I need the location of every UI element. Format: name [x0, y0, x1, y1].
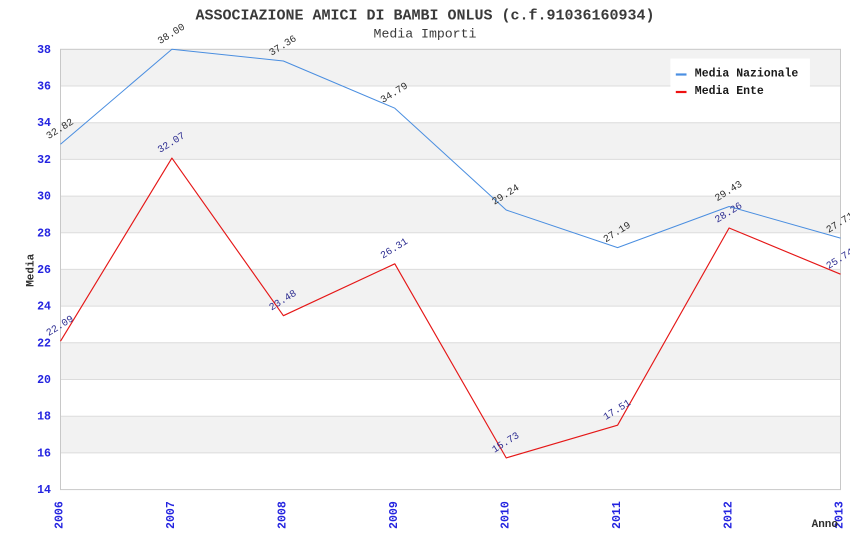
svg-text:2008: 2008 [277, 501, 290, 529]
svg-text:32: 32 [37, 154, 51, 167]
svg-text:26: 26 [37, 264, 51, 277]
svg-text:22: 22 [37, 337, 51, 350]
svg-text:16: 16 [37, 447, 51, 460]
svg-text:2011: 2011 [611, 501, 624, 529]
svg-text:2010: 2010 [499, 501, 512, 529]
svg-text:18: 18 [37, 411, 51, 424]
svg-text:14: 14 [37, 484, 51, 497]
svg-text:2009: 2009 [388, 501, 401, 529]
svg-text:ASSOCIAZIONE AMICI DI BAMBI ON: ASSOCIAZIONE AMICI DI BAMBI ONLUS (c.f.9… [195, 8, 654, 25]
svg-text:38: 38 [37, 44, 51, 57]
svg-text:2006: 2006 [54, 501, 67, 529]
svg-text:28: 28 [37, 227, 51, 240]
svg-text:34: 34 [37, 117, 51, 130]
svg-text:2007: 2007 [165, 501, 178, 529]
svg-text:24: 24 [37, 301, 51, 314]
svg-text:2012: 2012 [722, 501, 735, 529]
svg-text:2013: 2013 [834, 501, 847, 529]
svg-text:30: 30 [37, 191, 51, 204]
svg-text:Media: Media [26, 253, 38, 286]
svg-text:Media Nazionale: Media Nazionale [695, 68, 799, 81]
svg-text:Media Ente: Media Ente [695, 85, 764, 98]
svg-text:20: 20 [37, 374, 51, 387]
svg-text:36: 36 [37, 81, 51, 94]
svg-text:Anno: Anno [812, 519, 839, 531]
svg-text:Media Importi: Media Importi [374, 27, 477, 42]
